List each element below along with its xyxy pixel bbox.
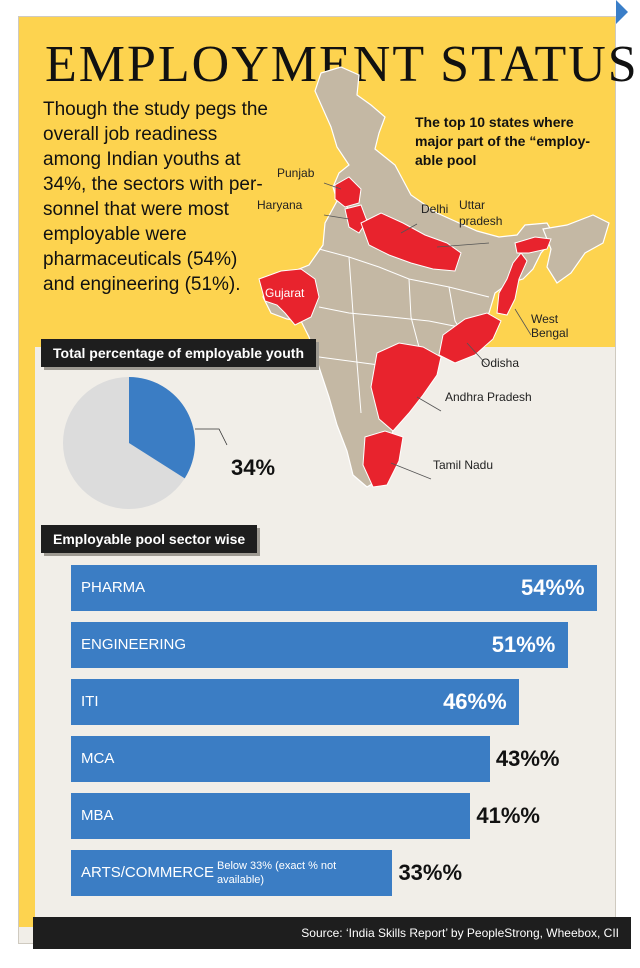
bar-category-label: MBA — [81, 807, 114, 824]
label-delhi: Delhi — [421, 202, 448, 216]
intro-text: Though the study pegs the overall job re… — [43, 99, 268, 295]
bar-value-label: 41%% — [476, 803, 540, 828]
bar-category-label: ARTS/COMMERCE — [81, 864, 215, 881]
bar-row: ARTS/COMMERCE Below 33% (exact % not avai… — [71, 850, 611, 896]
state-tamil-nadu — [362, 430, 404, 488]
bar-category-label: MCA — [81, 750, 115, 767]
state-punjab — [334, 176, 362, 208]
bar-mba — [71, 793, 471, 839]
label-uttar-pradesh-1: Uttar — [459, 198, 485, 212]
highlighted-states — [258, 176, 552, 488]
label-uttar-pradesh-2: pradesh — [459, 214, 502, 228]
label-tamil-nadu: Tamil Nadu — [433, 458, 493, 472]
map-caption: The top 10 states where major part of th… — [415, 114, 591, 168]
state-andhra-pradesh — [370, 342, 442, 432]
infographic-frame: EMPLOYMENT STATUS Though the study pegs … — [18, 16, 637, 949]
label-odisha: Odisha — [481, 356, 519, 370]
pie-section-label: Total percentage of employable youth — [41, 339, 317, 367]
pie-value-leader — [195, 428, 228, 446]
pie-employable-slice — [129, 377, 195, 479]
bar-iti — [71, 679, 520, 725]
bar-pharma — [71, 565, 597, 611]
bar-value-label: 51%% — [491, 632, 556, 657]
bar-engineering — [71, 622, 568, 668]
side-strip — [19, 347, 35, 927]
label-andhra-pradesh: Andhra Pradesh — [445, 390, 532, 404]
label-leaders — [323, 182, 532, 480]
bar-row: PHARMA 54%% — [71, 565, 611, 611]
state-assam — [514, 236, 552, 254]
label-west-bengal-2: Bengal — [531, 326, 568, 340]
bar-category-label: ENGINEERING — [81, 636, 187, 653]
state-west-bengal — [496, 252, 528, 316]
label-gujarat: Gujarat — [265, 286, 305, 300]
page-corner-mask — [616, 0, 640, 24]
label-west-bengal-1: West — [531, 312, 559, 326]
map-labels: Punjab Haryana Delhi Uttar pradesh Gujar… — [257, 166, 568, 472]
northeast-region — [542, 214, 610, 284]
bar-row: ENGINEERING 51%% — [71, 622, 611, 668]
state-borders — [318, 200, 490, 414]
pie-chart — [63, 377, 228, 509]
bar-value-label: 33%% — [398, 860, 463, 885]
pie-value-label: 34% — [231, 455, 276, 480]
india-map: Punjab Haryana Delhi Uttar pradesh Gujar… — [257, 66, 610, 488]
bar-row: MCA 43%% — [71, 736, 611, 782]
state-odisha — [438, 312, 502, 364]
state-uttar-pradesh — [360, 212, 462, 272]
bar-value-label: 54%% — [521, 575, 585, 600]
bar-section-label: Employable pool sector wise — [41, 525, 258, 553]
state-gujarat — [258, 268, 320, 326]
source-note: Source: ‘India Skills Report’ by PeopleS… — [33, 917, 631, 949]
bar-value-label: 43%% — [495, 746, 560, 771]
bar-mca — [71, 736, 490, 782]
bar-category-label: PHARMA — [81, 579, 146, 596]
bar-value-label: 46%% — [443, 689, 507, 714]
bar-note: Below 33% (exact % not available) — [217, 860, 337, 886]
label-haryana: Haryana — [257, 198, 303, 212]
label-punjab: Punjab — [277, 166, 315, 180]
bar-arts-commerce — [71, 850, 393, 896]
bar-row: MBA 41%% — [71, 793, 611, 839]
bar-row: ITI 46%% — [71, 679, 611, 725]
bar-category-label: ITI — [81, 693, 99, 710]
